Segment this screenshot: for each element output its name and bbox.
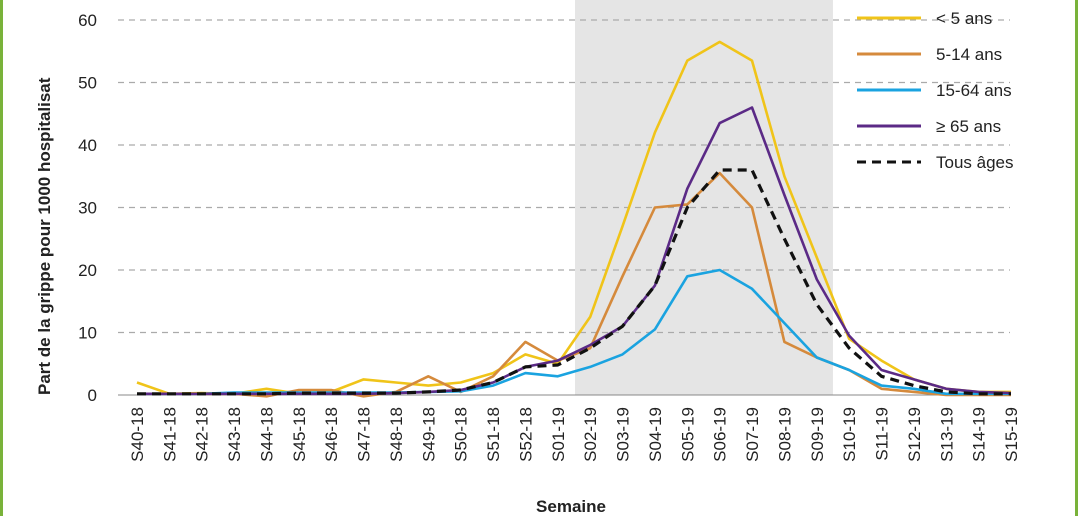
y-axis-title: Part de la grippe pour 1000 hospitalisat <box>35 77 54 395</box>
x-tick-label: S02-19 <box>581 407 600 462</box>
x-tick-label: S06-19 <box>711 407 730 462</box>
series-line-1 <box>137 171 1011 398</box>
x-axis-title: Semaine <box>536 497 606 516</box>
x-tick-label: S46-18 <box>322 407 341 462</box>
y-tick-label: 0 <box>88 386 97 405</box>
series-line-3 <box>137 106 1012 396</box>
x-tick-label: S40-18 <box>128 407 147 462</box>
legend-label: ≥ 65 ans <box>936 117 1001 136</box>
x-tick-label: S01-19 <box>549 407 568 462</box>
x-tick-label: S04-19 <box>646 407 665 462</box>
x-tick-label: S44-18 <box>257 407 276 462</box>
series-line-4 <box>137 168 1011 396</box>
y-tick-label: 40 <box>78 136 97 155</box>
legend-label: Tous âges <box>936 153 1014 172</box>
x-tick-label: S51-18 <box>484 407 503 462</box>
series-line-0 <box>136 40 1011 396</box>
y-tick-label: 60 <box>78 11 97 30</box>
y-tick-label: 30 <box>78 199 97 218</box>
legend: < 5 ans 5-14 ans 15-64 ans ≥ 65 ans Tous âge… <box>857 9 1014 172</box>
x-tick-label: S11-19 <box>873 407 892 461</box>
x-tick-label: S10-19 <box>840 407 859 462</box>
x-tick-label: S03-19 <box>614 407 633 462</box>
x-tick-label: S48-18 <box>387 407 406 462</box>
y-tick-label: 50 <box>78 74 97 93</box>
x-tick-label: S49-18 <box>419 407 438 462</box>
grid-lines <box>118 19 1010 396</box>
y-tick-label: 10 <box>78 324 97 343</box>
x-tick-label: S42-18 <box>193 407 212 462</box>
x-tick-label: S05-19 <box>678 407 697 462</box>
x-tick-label: S15-19 <box>1002 407 1021 462</box>
x-tick-labels: S40-18 S41-18 S42-18 S43-18 S44-18 S45-18 S46-… <box>128 407 1021 462</box>
epidemic-period-shading <box>574 0 833 395</box>
x-tick-label: S52-18 <box>516 407 535 462</box>
x-tick-label: S47-18 <box>355 407 374 462</box>
x-tick-label: S08-19 <box>775 407 794 462</box>
series-lines <box>136 40 1012 398</box>
y-tick-labels: 0 10 20 30 40 50 60 <box>78 11 97 405</box>
legend-label: 15-64 ans <box>936 81 1012 100</box>
x-tick-label: S50-18 <box>452 407 471 462</box>
x-tick-label: S07-19 <box>743 407 762 462</box>
x-tick-label: S43-18 <box>225 407 244 462</box>
y-tick-label: 20 <box>78 261 97 280</box>
x-tick-label: S45-18 <box>290 407 309 462</box>
x-tick-label: S13-19 <box>937 407 956 462</box>
x-tick-label: S09-19 <box>808 407 827 462</box>
x-tick-label: S41-18 <box>160 407 179 462</box>
legend-label: < 5 ans <box>936 9 992 28</box>
legend-label: 5-14 ans <box>936 45 1002 64</box>
x-tick-label: S12-19 <box>905 407 924 462</box>
x-tick-label: S14-19 <box>970 407 989 462</box>
